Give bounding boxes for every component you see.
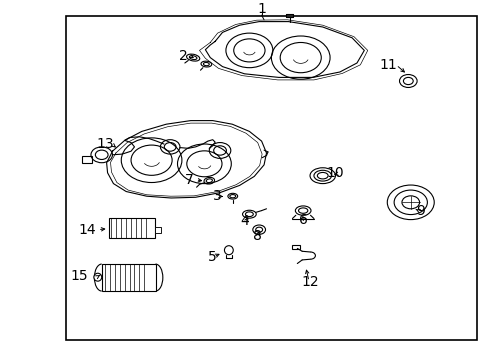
Bar — [292, 245, 300, 249]
Bar — [82, 156, 92, 163]
Text: 1: 1 — [257, 2, 265, 16]
Text: 8: 8 — [253, 229, 262, 243]
Text: 5: 5 — [208, 251, 217, 264]
Bar — [108, 218, 155, 238]
Text: 6: 6 — [298, 213, 307, 226]
Bar — [66, 16, 476, 340]
Text: 7: 7 — [185, 173, 194, 187]
Text: 14: 14 — [78, 223, 96, 237]
Ellipse shape — [94, 273, 102, 281]
Bar — [155, 227, 161, 233]
Text: 2: 2 — [179, 49, 187, 63]
Text: 12: 12 — [301, 275, 319, 288]
Bar — [102, 264, 155, 291]
Text: 13: 13 — [96, 137, 114, 151]
Text: 9: 9 — [415, 204, 424, 217]
Text: 15: 15 — [71, 270, 88, 283]
Text: 4: 4 — [240, 215, 248, 228]
Text: 11: 11 — [379, 58, 397, 72]
Text: 10: 10 — [325, 166, 343, 180]
Text: 3: 3 — [213, 189, 222, 203]
